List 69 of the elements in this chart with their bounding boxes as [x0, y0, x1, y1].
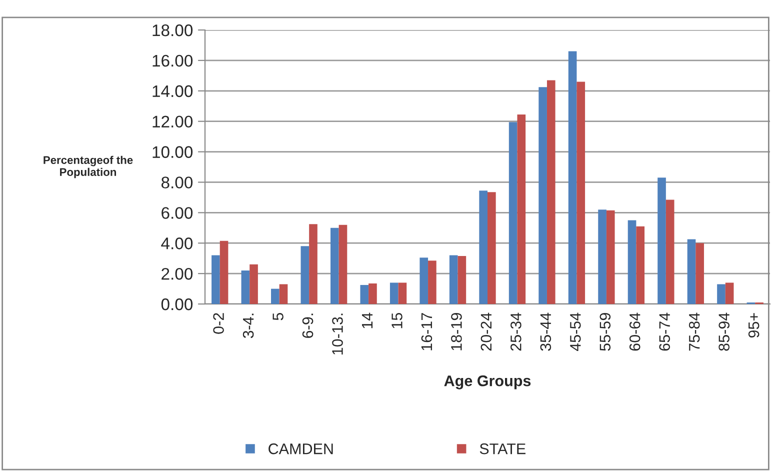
bar	[428, 260, 436, 304]
bar	[479, 190, 488, 304]
bar	[725, 282, 734, 304]
bar	[368, 283, 377, 304]
x-tick-label: 15	[392, 312, 402, 328]
legend-label: CAMDEN	[268, 443, 333, 454]
y-tick-label: 8.00	[161, 176, 193, 188]
bar	[279, 284, 288, 304]
bar	[390, 282, 398, 304]
x-tick-label: 10-13.	[332, 314, 343, 354]
y-tick-label: 16.00	[152, 54, 193, 67]
bar	[449, 255, 458, 304]
x-tick-label: 85-94	[718, 312, 730, 351]
bar	[628, 220, 636, 304]
y-tick-label: 18.00	[152, 24, 193, 36]
bar	[360, 284, 369, 304]
y-axis-title: Percentageof the Population	[44, 156, 133, 178]
bar	[241, 270, 250, 304]
bar	[517, 114, 526, 304]
x-tick-label: 45-54	[570, 312, 581, 352]
bar	[271, 288, 280, 304]
bar	[696, 243, 704, 304]
x-tick-label: 60-64	[629, 312, 640, 351]
y-tick-label: 2.00	[162, 268, 193, 280]
bar	[220, 240, 228, 304]
bar	[568, 51, 577, 304]
bar	[717, 284, 726, 304]
x-axis-title: Age Groups	[444, 375, 531, 390]
y-tick-label: 6.00	[162, 207, 193, 219]
bar	[338, 224, 348, 304]
y-tick-label: 4.00	[161, 238, 193, 250]
y-tick-label: 0.00	[161, 298, 193, 310]
bar	[330, 228, 339, 304]
x-tick-label: 65-74	[659, 312, 670, 351]
x-tick-label: 25-34	[510, 312, 522, 351]
bar	[606, 210, 615, 304]
x-tick-label: 55-59	[600, 313, 611, 351]
bar	[508, 122, 518, 304]
x-tick-label: 95+	[748, 313, 760, 338]
x-tick-label: 5	[272, 312, 284, 320]
x-tick-label: 3-4.	[242, 314, 254, 338]
bar	[458, 256, 466, 304]
bar	[576, 82, 586, 304]
x-tick-label: 18-19	[451, 313, 462, 350]
bar	[300, 246, 310, 304]
bar	[658, 178, 666, 304]
x-tick-label: 16-17	[421, 313, 432, 350]
x-tick-label: 0-2	[213, 313, 224, 334]
x-tick-label: 6-9.	[302, 314, 314, 338]
bar	[250, 264, 258, 304]
bar	[598, 210, 606, 304]
bar	[309, 224, 318, 304]
bar	[666, 200, 674, 304]
x-tick-label: 14	[362, 312, 373, 328]
bar	[212, 255, 220, 304]
bar	[398, 282, 407, 304]
bar	[636, 226, 645, 304]
y-tick-label: 14.00	[152, 85, 193, 98]
x-tick-label: 35-44	[540, 312, 552, 351]
bar	[420, 258, 428, 304]
x-tick-label: 75-84	[688, 312, 700, 351]
bar	[488, 192, 496, 304]
y-tick-label: 10.00	[152, 146, 193, 158]
y-tick-label: 12.00	[152, 116, 193, 128]
bar	[546, 80, 556, 304]
legend-label: STATE	[480, 443, 526, 454]
bar	[538, 87, 547, 304]
bar	[687, 239, 696, 304]
x-tick-label: 20-24	[480, 312, 492, 351]
